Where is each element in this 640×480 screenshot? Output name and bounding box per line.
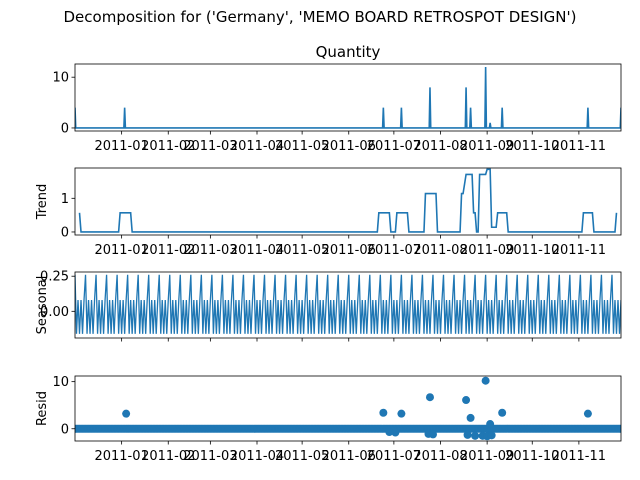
x-tick-label: 2011-10 xyxy=(505,139,559,154)
resid-point xyxy=(481,376,490,385)
x-tick-label: 2011-05 xyxy=(275,139,329,154)
resid-point xyxy=(463,430,472,439)
trend-ylabel: Trend xyxy=(35,184,50,221)
panels-group: 0102011-012011-022011-032011-042011-0520… xyxy=(35,43,622,464)
x-tick-label: 2011-06 xyxy=(322,139,376,154)
x-tick-label: 2011-01 xyxy=(94,243,148,258)
resid-point xyxy=(122,409,131,418)
trend-series xyxy=(78,168,618,233)
resid-point xyxy=(462,396,471,405)
y-tick-label: 1 xyxy=(61,192,69,207)
x-tick-label: 2011-02 xyxy=(141,139,195,154)
resid-axes-frame xyxy=(74,375,622,442)
resid-point xyxy=(487,431,496,440)
x-tick-label: 2011-03 xyxy=(183,449,237,464)
trend-line xyxy=(78,168,618,233)
seasonal-axes-frame xyxy=(74,271,622,339)
resid-point xyxy=(498,408,507,417)
observed-axes-frame xyxy=(74,63,622,132)
resid-point xyxy=(471,431,480,440)
y-tick-label: 0.25 xyxy=(40,270,69,285)
figure-suptitle: Decomposition for ('Germany', 'MEMO BOAR… xyxy=(64,8,577,26)
x-tick-label: 2011-11 xyxy=(552,243,606,258)
x-tick-label: 2011-03 xyxy=(183,243,237,258)
resid-point xyxy=(385,428,394,437)
x-tick-label: 2011-08 xyxy=(413,449,467,464)
y-tick-label: 0 xyxy=(61,422,69,437)
panel-observed: 0102011-012011-022011-032011-042011-0520… xyxy=(52,43,622,154)
seasonal-line xyxy=(75,274,621,334)
x-tick-label: 2011-09 xyxy=(460,243,514,258)
x-tick-label: 2011-01 xyxy=(94,449,148,464)
x-tick-label: 2011-07 xyxy=(367,139,421,154)
resid-series xyxy=(75,376,621,441)
panel-resid: 0102011-012011-022011-032011-042011-0520… xyxy=(35,375,622,464)
seasonal-ylabel: Seasonal xyxy=(35,276,50,335)
resid-point xyxy=(397,409,406,418)
x-tick-label: 2011-07 xyxy=(367,243,421,258)
resid-point xyxy=(391,428,400,437)
panel-trend: 012011-012011-022011-032011-042011-05201… xyxy=(35,167,622,258)
y-tick-label: 0.00 xyxy=(40,305,69,320)
x-tick-label: 2011-09 xyxy=(460,139,514,154)
x-tick-label: 2011-06 xyxy=(322,449,376,464)
resid-point xyxy=(466,413,475,422)
x-tick-label: 2011-11 xyxy=(552,449,606,464)
resid-point xyxy=(425,393,434,402)
x-tick-label: 2011-08 xyxy=(413,243,467,258)
trend-axes-frame xyxy=(74,167,622,236)
observed-line xyxy=(75,67,621,129)
y-tick-label: 10 xyxy=(52,71,69,86)
x-tick-label: 2011-01 xyxy=(94,139,148,154)
resid-point xyxy=(617,424,621,433)
observed-title: Quantity xyxy=(316,43,381,61)
x-tick-label: 2011-02 xyxy=(141,243,195,258)
resid-point xyxy=(428,430,437,439)
y-tick-label: 0 xyxy=(61,121,69,136)
x-tick-label: 2011-04 xyxy=(230,139,284,154)
x-tick-label: 2011-07 xyxy=(367,449,421,464)
x-tick-label: 2011-05 xyxy=(275,449,329,464)
y-tick-label: 10 xyxy=(52,375,69,390)
resid-ylabel: Resid xyxy=(35,391,50,426)
seasonal-series xyxy=(75,274,621,334)
x-tick-label: 2011-06 xyxy=(322,243,376,258)
x-tick-label: 2011-09 xyxy=(460,449,514,464)
y-tick-label: 0 xyxy=(61,225,69,240)
x-tick-label: 2011-10 xyxy=(505,449,559,464)
observed-series xyxy=(75,67,621,129)
resid-point xyxy=(486,420,495,429)
resid-point xyxy=(379,408,388,417)
x-tick-label: 2011-08 xyxy=(413,139,467,154)
x-tick-label: 2011-02 xyxy=(141,449,195,464)
x-tick-label: 2011-05 xyxy=(275,243,329,258)
x-tick-label: 2011-11 xyxy=(552,139,606,154)
x-tick-label: 2011-03 xyxy=(183,139,237,154)
x-tick-label: 2011-04 xyxy=(230,243,284,258)
resid-point xyxy=(583,409,592,418)
x-tick-label: 2011-04 xyxy=(230,449,284,464)
x-tick-label: 2011-10 xyxy=(505,243,559,258)
